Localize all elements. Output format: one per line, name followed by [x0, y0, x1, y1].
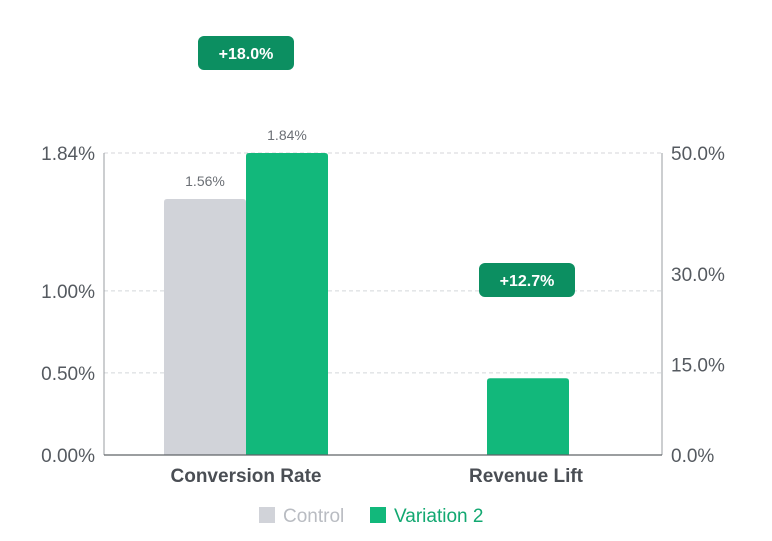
- left-tick-label: 0.50%: [41, 364, 95, 385]
- legend-label: Variation 2: [394, 506, 483, 527]
- legend-swatch-control: [259, 507, 275, 523]
- legend-label: Control: [283, 506, 344, 527]
- right-tick-label: 50.0%: [671, 144, 725, 165]
- left-tick-label: 1.84%: [41, 144, 95, 165]
- delta-badge: [198, 36, 294, 70]
- right-tick-label: 15.0%: [671, 355, 725, 376]
- data-label: 1.56%: [185, 173, 225, 189]
- delta-badge-text: +12.7%: [500, 273, 555, 290]
- legend-swatch-variation-2: [370, 507, 386, 523]
- bar-control: [164, 198, 246, 455]
- category-label: Conversion Rate: [171, 466, 322, 487]
- data-label: 1.84%: [267, 127, 307, 143]
- delta-badge: [479, 263, 575, 297]
- left-tick-label: 1.00%: [41, 282, 95, 303]
- left-tick-label: 0.00%: [41, 446, 95, 467]
- right-tick-label: 0.0%: [671, 446, 714, 467]
- category-label: Revenue Lift: [469, 466, 584, 487]
- right-tick-label: 30.0%: [671, 265, 725, 286]
- bar-variation-2: [246, 153, 328, 455]
- bar-variation-2: [487, 378, 569, 455]
- delta-badge-text: +18.0%: [219, 46, 274, 63]
